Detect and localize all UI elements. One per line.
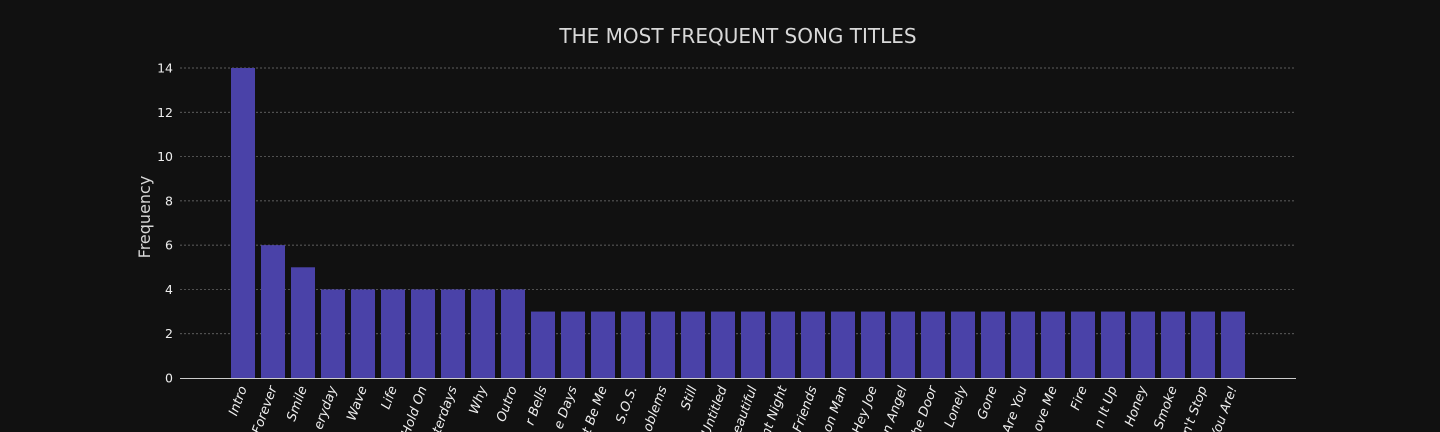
x-tick-label: Still <box>678 384 700 412</box>
x-tick-label: he Door <box>909 383 941 432</box>
x-tick-label: t Be Me <box>580 384 611 432</box>
x-tick-label: Wave <box>344 384 370 423</box>
bar <box>291 267 315 378</box>
x-tick-label: e Days <box>551 384 580 431</box>
x-tick-label: Untitled <box>699 384 731 432</box>
bar <box>501 289 525 378</box>
x-tick-label: terdays <box>430 384 461 432</box>
bar <box>441 289 465 378</box>
bar <box>741 311 765 378</box>
x-tick-label: Outro <box>494 384 521 424</box>
x-tick-label: Smile <box>284 384 310 423</box>
x-tick-label: Lonely <box>942 384 971 430</box>
x-tick-label: on Man <box>820 384 850 432</box>
bar <box>921 311 945 378</box>
bar <box>1161 311 1185 378</box>
x-tick-label: n't Stop <box>1179 384 1210 432</box>
bar <box>951 311 975 378</box>
y-tick-label: 0 <box>165 371 173 386</box>
x-tick-label: You Are! <box>1208 384 1241 432</box>
bar <box>771 311 795 378</box>
bar <box>861 311 885 378</box>
x-tick-label: Intro <box>226 384 251 418</box>
bar <box>1101 311 1125 378</box>
bar <box>561 311 585 378</box>
x-tick-label: eryday <box>311 384 341 432</box>
x-tick-label: n Angel <box>880 384 911 432</box>
x-tick-label: r Bells <box>523 384 551 427</box>
bar <box>471 289 495 378</box>
bar <box>801 311 825 378</box>
x-tick-label: eautiful <box>730 384 761 432</box>
x-tick-label: Honey <box>1122 384 1150 429</box>
x-tick-label: Fire <box>1068 384 1090 412</box>
x-tick-label: Why <box>467 384 491 416</box>
bar <box>351 289 375 378</box>
bar <box>591 311 615 378</box>
x-tick-label: Life <box>379 384 401 411</box>
bar <box>891 311 915 378</box>
x-tick-label: oblems <box>640 384 670 432</box>
bar <box>1191 311 1215 378</box>
y-tick-label: 2 <box>165 326 173 341</box>
y-tick-label: 10 <box>157 149 173 164</box>
chart-title: THE MOST FREQUENT SONG TITLES <box>558 24 916 48</box>
x-tick-label: ove Me <box>1031 384 1061 432</box>
x-tick-label: Gone <box>975 384 1001 421</box>
bar <box>411 289 435 378</box>
bar <box>981 311 1005 378</box>
y-tick-label: 8 <box>165 193 173 208</box>
bar <box>381 289 405 378</box>
bar <box>1131 311 1155 378</box>
x-tick-label: Hold On <box>399 384 431 432</box>
x-tick-label: Hey Joe <box>850 384 881 432</box>
bar <box>531 311 555 378</box>
x-tick-label: Friends <box>790 384 820 432</box>
x-tick-label: Forever <box>250 383 282 432</box>
bar <box>651 311 675 378</box>
bar <box>231 68 255 378</box>
x-tick-label: nt Night <box>759 383 791 432</box>
y-tick-label: 12 <box>157 105 173 120</box>
bars <box>231 68 1245 378</box>
bar <box>711 311 735 378</box>
bar <box>681 311 705 378</box>
bar <box>1221 311 1245 378</box>
bar <box>1041 311 1065 378</box>
y-tick-labels: 0 2 4 6 8 10 12 14 <box>157 61 173 386</box>
bar <box>261 245 285 378</box>
gridlines <box>180 67 1296 335</box>
bar <box>1071 311 1095 378</box>
x-tick-label: S.O.S. <box>613 384 640 425</box>
y-tick-label: 6 <box>165 238 173 253</box>
y-tick-label: 14 <box>157 61 173 76</box>
y-axis-label: Frequency <box>135 176 154 259</box>
bar <box>321 289 345 378</box>
x-tick-label: n It Up <box>1092 384 1121 430</box>
x-tick-label: Smoke <box>1151 384 1180 431</box>
y-tick-label: 4 <box>165 282 173 297</box>
bar <box>621 311 645 378</box>
x-tick-label: Are You <box>1000 384 1031 432</box>
bar <box>1011 311 1035 378</box>
bar <box>831 311 855 378</box>
